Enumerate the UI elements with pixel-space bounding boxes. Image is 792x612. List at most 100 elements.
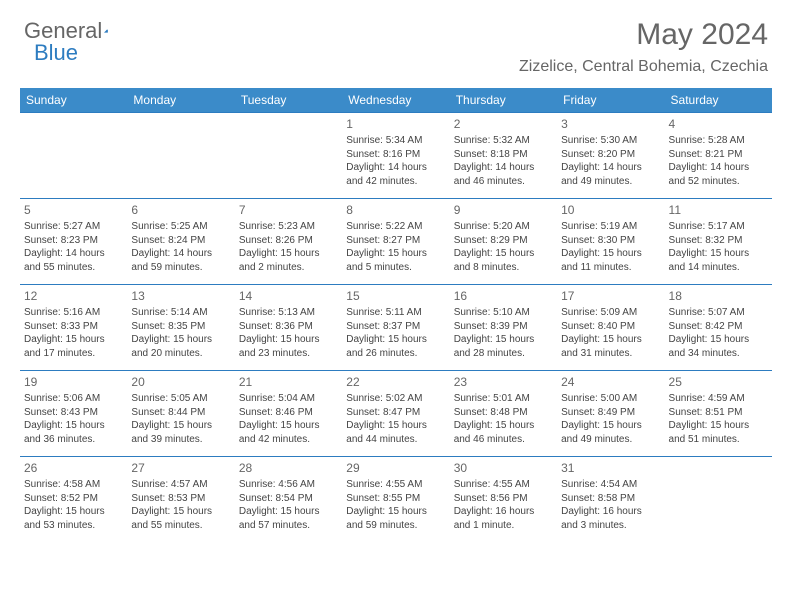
sunrise-text: Sunrise: 5:07 AM (669, 306, 768, 320)
sunrise-text: Sunrise: 5:02 AM (346, 392, 445, 406)
day-number: 27 (131, 460, 230, 476)
empty-cell (665, 457, 772, 543)
sunset-text: Sunset: 8:56 PM (454, 492, 553, 506)
sunrise-text: Sunrise: 5:16 AM (24, 306, 123, 320)
sunset-text: Sunset: 8:24 PM (131, 234, 230, 248)
sunrise-text: Sunrise: 4:55 AM (346, 478, 445, 492)
day-number: 10 (561, 202, 660, 218)
day-cell-25: 25Sunrise: 4:59 AMSunset: 8:51 PMDayligh… (665, 371, 772, 457)
calendar-table: SundayMondayTuesdayWednesdayThursdayFrid… (20, 88, 772, 543)
sunrise-text: Sunrise: 4:56 AM (239, 478, 338, 492)
sunset-text: Sunset: 8:21 PM (669, 148, 768, 162)
daylight-text: Daylight: 15 hours and 39 minutes. (131, 419, 230, 446)
day-cell-10: 10 Sunrise: 5:19 AMSunset: 8:30 PMDayligh… (557, 199, 664, 285)
day-number: 4 (669, 116, 768, 132)
daylight-text: Daylight: 15 hours and 31 minutes. (561, 333, 660, 360)
day-number: 28 (239, 460, 338, 476)
day-number: 31 (561, 460, 660, 476)
sunrise-text: Sunrise: 4:59 AM (669, 392, 768, 406)
day-cell-3: 3Sunrise: 5:30 AMSunset: 8:20 PMDaylight… (557, 113, 664, 199)
location-text: Zizelice, Central Bohemia, Czechia (519, 58, 768, 76)
sunset-text: Sunset: 8:26 PM (239, 234, 338, 248)
month-title: May 2024 (519, 18, 768, 52)
logo-triangle-icon (104, 22, 108, 40)
sunset-text: Sunset: 8:48 PM (454, 406, 553, 420)
daylight-text: Daylight: 15 hours and 2 minutes. (239, 247, 338, 274)
daylight-text: Daylight: 15 hours and 11 minutes. (561, 247, 660, 274)
sunrise-text: Sunrise: 5:25 AM (131, 220, 230, 234)
sunset-text: Sunset: 8:29 PM (454, 234, 553, 248)
daylight-text: Daylight: 14 hours and 55 minutes. (24, 247, 123, 274)
day-cell-11: 11Sunrise: 5:17 AMSunset: 8:32 PMDayligh… (665, 199, 772, 285)
sunrise-text: Sunrise: 5:10 AM (454, 306, 553, 320)
day-number: 22 (346, 374, 445, 390)
daylight-text: Daylight: 15 hours and 44 minutes. (346, 419, 445, 446)
day-number: 11 (669, 202, 768, 218)
empty-cell (235, 113, 342, 199)
sunset-text: Sunset: 8:42 PM (669, 320, 768, 334)
sunrise-text: Sunrise: 5:05 AM (131, 392, 230, 406)
empty-cell (127, 113, 234, 199)
day-cell-12: 12Sunrise: 5:16 AMSunset: 8:33 PMDayligh… (20, 285, 127, 371)
sunset-text: Sunset: 8:23 PM (24, 234, 123, 248)
daylight-text: Daylight: 15 hours and 53 minutes. (24, 505, 123, 532)
calendar-row: 5Sunrise: 5:27 AMSunset: 8:23 PMDaylight… (20, 199, 772, 285)
sunrise-text: Sunrise: 5:23 AM (239, 220, 338, 234)
daylight-text: Daylight: 15 hours and 8 minutes. (454, 247, 553, 274)
day-cell-9: 9Sunrise: 5:20 AMSunset: 8:29 PMDaylight… (450, 199, 557, 285)
sunrise-text: Sunrise: 4:57 AM (131, 478, 230, 492)
day-number: 2 (454, 116, 553, 132)
sunrise-text: Sunrise: 5:17 AM (669, 220, 768, 234)
sunrise-text: Sunrise: 5:11 AM (346, 306, 445, 320)
daylight-text: Daylight: 15 hours and 42 minutes. (239, 419, 338, 446)
day-number: 9 (454, 202, 553, 218)
day-cell-14: 14Sunrise: 5:13 AMSunset: 8:36 PMDayligh… (235, 285, 342, 371)
calendar-row: 12Sunrise: 5:16 AMSunset: 8:33 PMDayligh… (20, 285, 772, 371)
day-number: 12 (24, 288, 123, 304)
day-number: 25 (669, 374, 768, 390)
day-cell-6: 6Sunrise: 5:25 AMSunset: 8:24 PMDaylight… (127, 199, 234, 285)
sunset-text: Sunset: 8:30 PM (561, 234, 660, 248)
weekday-friday: Friday (557, 88, 664, 113)
sunrise-text: Sunrise: 5:04 AM (239, 392, 338, 406)
day-number: 24 (561, 374, 660, 390)
daylight-text: Daylight: 14 hours and 42 minutes. (346, 161, 445, 188)
daylight-text: Daylight: 15 hours and 23 minutes. (239, 333, 338, 360)
sunrise-text: Sunrise: 5:13 AM (239, 306, 338, 320)
sunrise-text: Sunrise: 5:19 AM (561, 220, 660, 234)
day-cell-20: 20Sunrise: 5:05 AMSunset: 8:44 PMDayligh… (127, 371, 234, 457)
day-number: 8 (346, 202, 445, 218)
day-cell-22: 22Sunrise: 5:02 AMSunset: 8:47 PMDayligh… (342, 371, 449, 457)
weekday-saturday: Saturday (665, 88, 772, 113)
daylight-text: Daylight: 16 hours and 1 minute. (454, 505, 553, 532)
sunset-text: Sunset: 8:55 PM (346, 492, 445, 506)
calendar-row: 1Sunrise: 5:34 AMSunset: 8:16 PMDaylight… (20, 113, 772, 199)
weekday-tuesday: Tuesday (235, 88, 342, 113)
daylight-text: Daylight: 14 hours and 59 minutes. (131, 247, 230, 274)
day-cell-13: 13Sunrise: 5:14 AMSunset: 8:35 PMDayligh… (127, 285, 234, 371)
sunset-text: Sunset: 8:44 PM (131, 406, 230, 420)
sunrise-text: Sunrise: 5:32 AM (454, 134, 553, 148)
day-cell-30: 30Sunrise: 4:55 AMSunset: 8:56 PMDayligh… (450, 457, 557, 543)
sunset-text: Sunset: 8:27 PM (346, 234, 445, 248)
daylight-text: Daylight: 15 hours and 55 minutes. (131, 505, 230, 532)
calendar-row: 26Sunrise: 4:58 AMSunset: 8:52 PMDayligh… (20, 457, 772, 543)
day-number: 19 (24, 374, 123, 390)
day-cell-28: 28Sunrise: 4:56 AMSunset: 8:54 PMDayligh… (235, 457, 342, 543)
brand-sub: Blue (34, 40, 78, 66)
sunrise-text: Sunrise: 5:06 AM (24, 392, 123, 406)
sunset-text: Sunset: 8:36 PM (239, 320, 338, 334)
sunrise-text: Sunrise: 5:00 AM (561, 392, 660, 406)
day-number: 16 (454, 288, 553, 304)
daylight-text: Daylight: 16 hours and 3 minutes. (561, 505, 660, 532)
sunrise-text: Sunrise: 5:27 AM (24, 220, 123, 234)
sunset-text: Sunset: 8:54 PM (239, 492, 338, 506)
sunset-text: Sunset: 8:32 PM (669, 234, 768, 248)
day-number: 3 (561, 116, 660, 132)
sunset-text: Sunset: 8:20 PM (561, 148, 660, 162)
daylight-text: Daylight: 15 hours and 51 minutes. (669, 419, 768, 446)
weekday-sunday: Sunday (20, 88, 127, 113)
day-cell-21: 21Sunrise: 5:04 AMSunset: 8:46 PMDayligh… (235, 371, 342, 457)
sunset-text: Sunset: 8:37 PM (346, 320, 445, 334)
weekday-thursday: Thursday (450, 88, 557, 113)
